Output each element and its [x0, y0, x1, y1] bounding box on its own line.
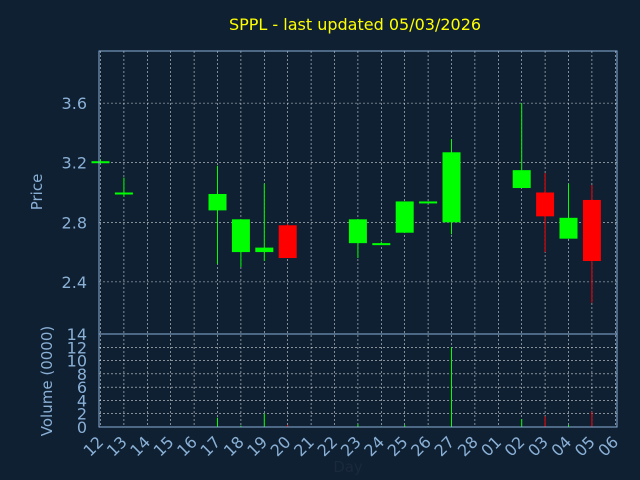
candle-body: [208, 193, 227, 211]
volume-tick-label: 12: [67, 338, 87, 357]
candle-body: [536, 192, 555, 217]
candle-body: [348, 219, 367, 244]
volume-tick-label: 10: [67, 352, 87, 371]
chart-title: SPPL - last updated 05/03/2026: [229, 15, 481, 34]
candle-body: [442, 152, 461, 223]
candle-body: [114, 192, 133, 195]
candle-body: [512, 170, 531, 189]
price-tick-label: 2.4: [62, 273, 87, 292]
candle-body: [372, 243, 391, 246]
candle-body: [419, 201, 438, 204]
volume-tick-label: 6: [77, 378, 87, 397]
candle-body: [91, 161, 110, 164]
candle-body: [559, 217, 578, 239]
volume-tick-label: 14: [67, 325, 87, 344]
candle-body: [395, 201, 414, 233]
candle-body: [231, 219, 250, 253]
volume-tick-label: 2: [77, 405, 87, 424]
volume-tick-label: 8: [77, 365, 87, 384]
volume-plot-frame: [98, 333, 618, 428]
volume-axis-label: Volume (0000): [38, 326, 56, 436]
price-tick-label: 3.2: [62, 154, 87, 173]
price-axis-label: Price: [28, 174, 46, 211]
candle-body: [255, 247, 274, 253]
price-tick-label: 3.6: [62, 94, 87, 113]
plot-frames: [98, 50, 618, 428]
volume-tick-label: 0: [77, 418, 87, 437]
candle-body: [582, 199, 601, 262]
x-axis-label: Day: [333, 458, 363, 476]
volume-tick-label: 4: [77, 391, 87, 410]
candle-body: [278, 225, 297, 259]
candles: [91, 103, 601, 303]
price-tick-label: 2.8: [62, 213, 87, 232]
